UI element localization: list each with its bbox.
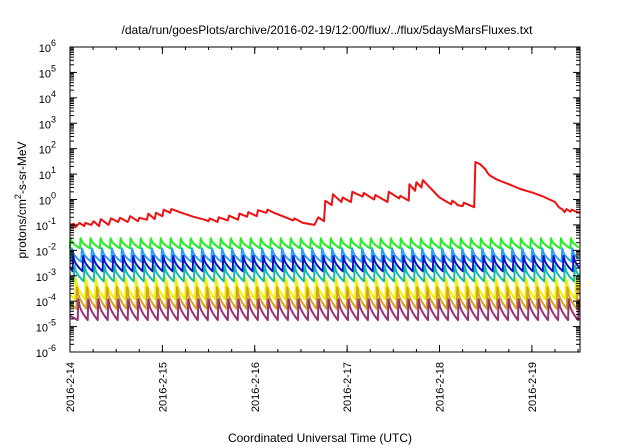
y-tick-label: 10-4 [36,292,56,309]
x-axis-label: Coordinated Universal Time (UTC) [228,431,412,445]
series-line-4 [69,264,581,283]
series-line-3 [69,255,581,273]
y-axis-label: protons/cm2-s-sr-MeV [13,141,29,258]
x-tick-label: 2016-2-18 [435,362,447,412]
x-tick-label: 2016-2-17 [342,362,354,412]
y-tick-label: 104 [39,89,56,106]
series-layer [69,161,581,322]
y-tick-label: 10-5 [36,318,56,335]
y-axis: 10-6 10-5 10-4 10-3 10-2 10-1 100 101 102 103 104 1… [36,38,580,360]
x-tick-label: 2016-2-16 [250,362,262,412]
y-tick-label: 10-6 [36,343,56,360]
y-tick-label: 10-1 [36,216,56,233]
y-tick-label: 105 [39,63,56,80]
y-tick-label: 103 [39,114,56,131]
series-line-5 [69,277,581,301]
y-tick-label: 10-2 [36,241,56,258]
series-line-1 [69,237,580,250]
series-line-2 [69,247,580,263]
y-tick-label: 101 [39,165,56,182]
x-tick-label: 2016-2-15 [157,362,169,412]
y-tick-label: 10-3 [36,267,56,284]
x-tick-label: 2016-2-19 [527,362,539,412]
y-tick-label: 100 [39,191,56,208]
x-axis: 2016-2-14 2016-2-15 2016-2-16 2016-2-17 2016… [65,47,579,412]
y-tick-label: 102 [39,140,56,157]
series-line-0 [69,161,581,229]
series-line-7 [69,298,580,322]
x-tick-label: 2016-2-14 [65,362,77,412]
series-line-6 [69,286,580,310]
chart-title: /data/run/goesPlots/archive/2016-02-19/1… [122,23,534,37]
y-tick-label: 106 [39,38,56,55]
